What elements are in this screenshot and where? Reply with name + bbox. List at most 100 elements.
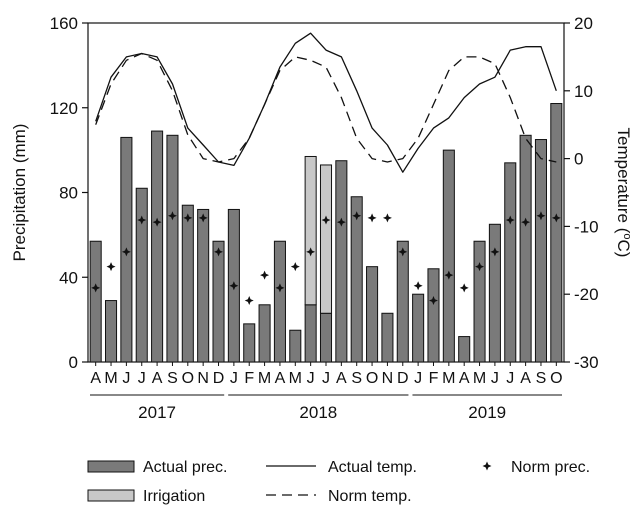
norm-prec-marker <box>428 296 438 306</box>
month-label: D <box>397 370 409 387</box>
legend-label: Norm prec. <box>511 459 590 476</box>
norm-prec-marker <box>167 211 177 221</box>
norm-prec-marker <box>106 262 116 272</box>
month-label: N <box>197 370 209 387</box>
actual-prec-bar <box>89 240 102 363</box>
norm-prec-marker <box>91 283 101 293</box>
actual-prec-bar <box>504 162 517 363</box>
month-label: S <box>536 370 547 387</box>
norm-prec-marker <box>152 217 162 227</box>
actual-prec-bar <box>304 304 317 363</box>
month-label: A <box>90 370 101 387</box>
norm-prec-marker <box>290 262 300 272</box>
month-label: A <box>336 370 347 387</box>
legend-swatch-marker <box>482 461 492 471</box>
norm-prec-marker <box>551 213 561 223</box>
month-label: O <box>366 370 378 387</box>
actual-prec-bar <box>105 300 118 363</box>
norm-prec-marker <box>260 270 270 280</box>
actual-prec-bar <box>319 312 333 363</box>
legend-label: Norm temp. <box>328 488 412 505</box>
month-label: J <box>230 370 238 387</box>
actual-prec-bar <box>519 134 532 363</box>
norm-prec-marker <box>244 296 254 306</box>
norm-prec-marker <box>137 215 147 225</box>
month-label: J <box>414 370 422 387</box>
norm-prec-marker <box>214 247 224 257</box>
norm-prec-marker <box>321 215 331 225</box>
right-axis: -30 -20 -10 0 10 20 Temperature (oC) <box>564 14 633 372</box>
actual-prec-bar <box>335 160 348 363</box>
right-tick-label: -30 <box>574 353 599 372</box>
month-label: S <box>351 370 362 387</box>
actual-prec-bar <box>442 149 455 363</box>
actual-prec-bar <box>550 103 563 363</box>
norm-prec-marker <box>352 211 362 221</box>
norm-prec-marker <box>413 281 423 291</box>
month-label: J <box>122 370 130 387</box>
actual-prec-bar <box>473 240 486 363</box>
left-axis-title: Precipitation (mm) <box>10 124 29 262</box>
legend-swatch-bar <box>87 460 135 473</box>
actual-prec-bar <box>166 134 179 363</box>
legend-label: Actual prec. <box>143 459 227 476</box>
actual-prec-bar <box>243 323 256 363</box>
actual-temp-line <box>95 32 557 173</box>
right-tick-label: 10 <box>574 82 593 101</box>
month-label: N <box>382 370 394 387</box>
temperature-lines <box>95 32 557 173</box>
norm-prec-marker <box>275 283 285 293</box>
left-tick-label: 160 <box>50 14 78 33</box>
norm-prec-marker <box>198 213 208 223</box>
month-label: F <box>244 370 254 387</box>
month-label: A <box>152 370 163 387</box>
actual-prec-bar <box>350 196 363 363</box>
month-label: J <box>307 370 315 387</box>
right-axis-title: Temperature (oC) <box>614 128 633 258</box>
actual-prec-bar <box>412 293 425 363</box>
month-label: J <box>491 370 499 387</box>
norm-prec-marker <box>382 213 392 223</box>
year-label: 2017 <box>138 403 176 422</box>
actual-prec-bar <box>197 208 210 363</box>
norm-prec-marker <box>398 247 408 257</box>
month-label: J <box>138 370 146 387</box>
month-label: M <box>442 370 455 387</box>
month-label: O <box>182 370 194 387</box>
left-axis: 0 40 80 120 160 Precipitation (mm) <box>10 14 88 372</box>
actual-prec-bar <box>381 312 394 363</box>
norm-prec-markers <box>91 211 561 306</box>
irrigation-bar <box>304 155 317 306</box>
norm-prec-marker <box>444 270 454 280</box>
actual-prec-bar <box>258 304 271 363</box>
norm-prec-marker <box>505 215 515 225</box>
norm-prec-marker <box>121 247 131 257</box>
norm-prec-marker <box>521 217 531 227</box>
month-label: O <box>550 370 562 387</box>
month-label: M <box>258 370 271 387</box>
norm-prec-marker <box>336 217 346 227</box>
month-label: D <box>213 370 225 387</box>
actual-prec-bar <box>151 130 164 363</box>
actual-prec-bar <box>534 139 547 363</box>
actual-prec-bar <box>427 268 440 363</box>
actual-prec-bar <box>181 204 194 363</box>
irrigation-bar <box>319 164 333 314</box>
right-tick-label: 0 <box>574 150 583 169</box>
month-label: J <box>322 370 330 387</box>
actual-prec-bar <box>273 240 286 363</box>
norm-prec-marker <box>229 281 239 291</box>
actual-prec-bar <box>212 240 225 363</box>
norm-prec-marker <box>536 211 546 221</box>
actual-prec-bar <box>458 336 471 363</box>
year-label: 2019 <box>468 403 506 422</box>
norm-prec-marker <box>459 283 469 293</box>
month-label: M <box>289 370 302 387</box>
month-label: M <box>473 370 486 387</box>
actual-prec-bar <box>135 187 148 363</box>
bars-layer <box>89 103 563 363</box>
norm-prec-marker <box>475 262 485 272</box>
norm-prec-marker <box>367 213 377 223</box>
month-label: F <box>429 370 439 387</box>
